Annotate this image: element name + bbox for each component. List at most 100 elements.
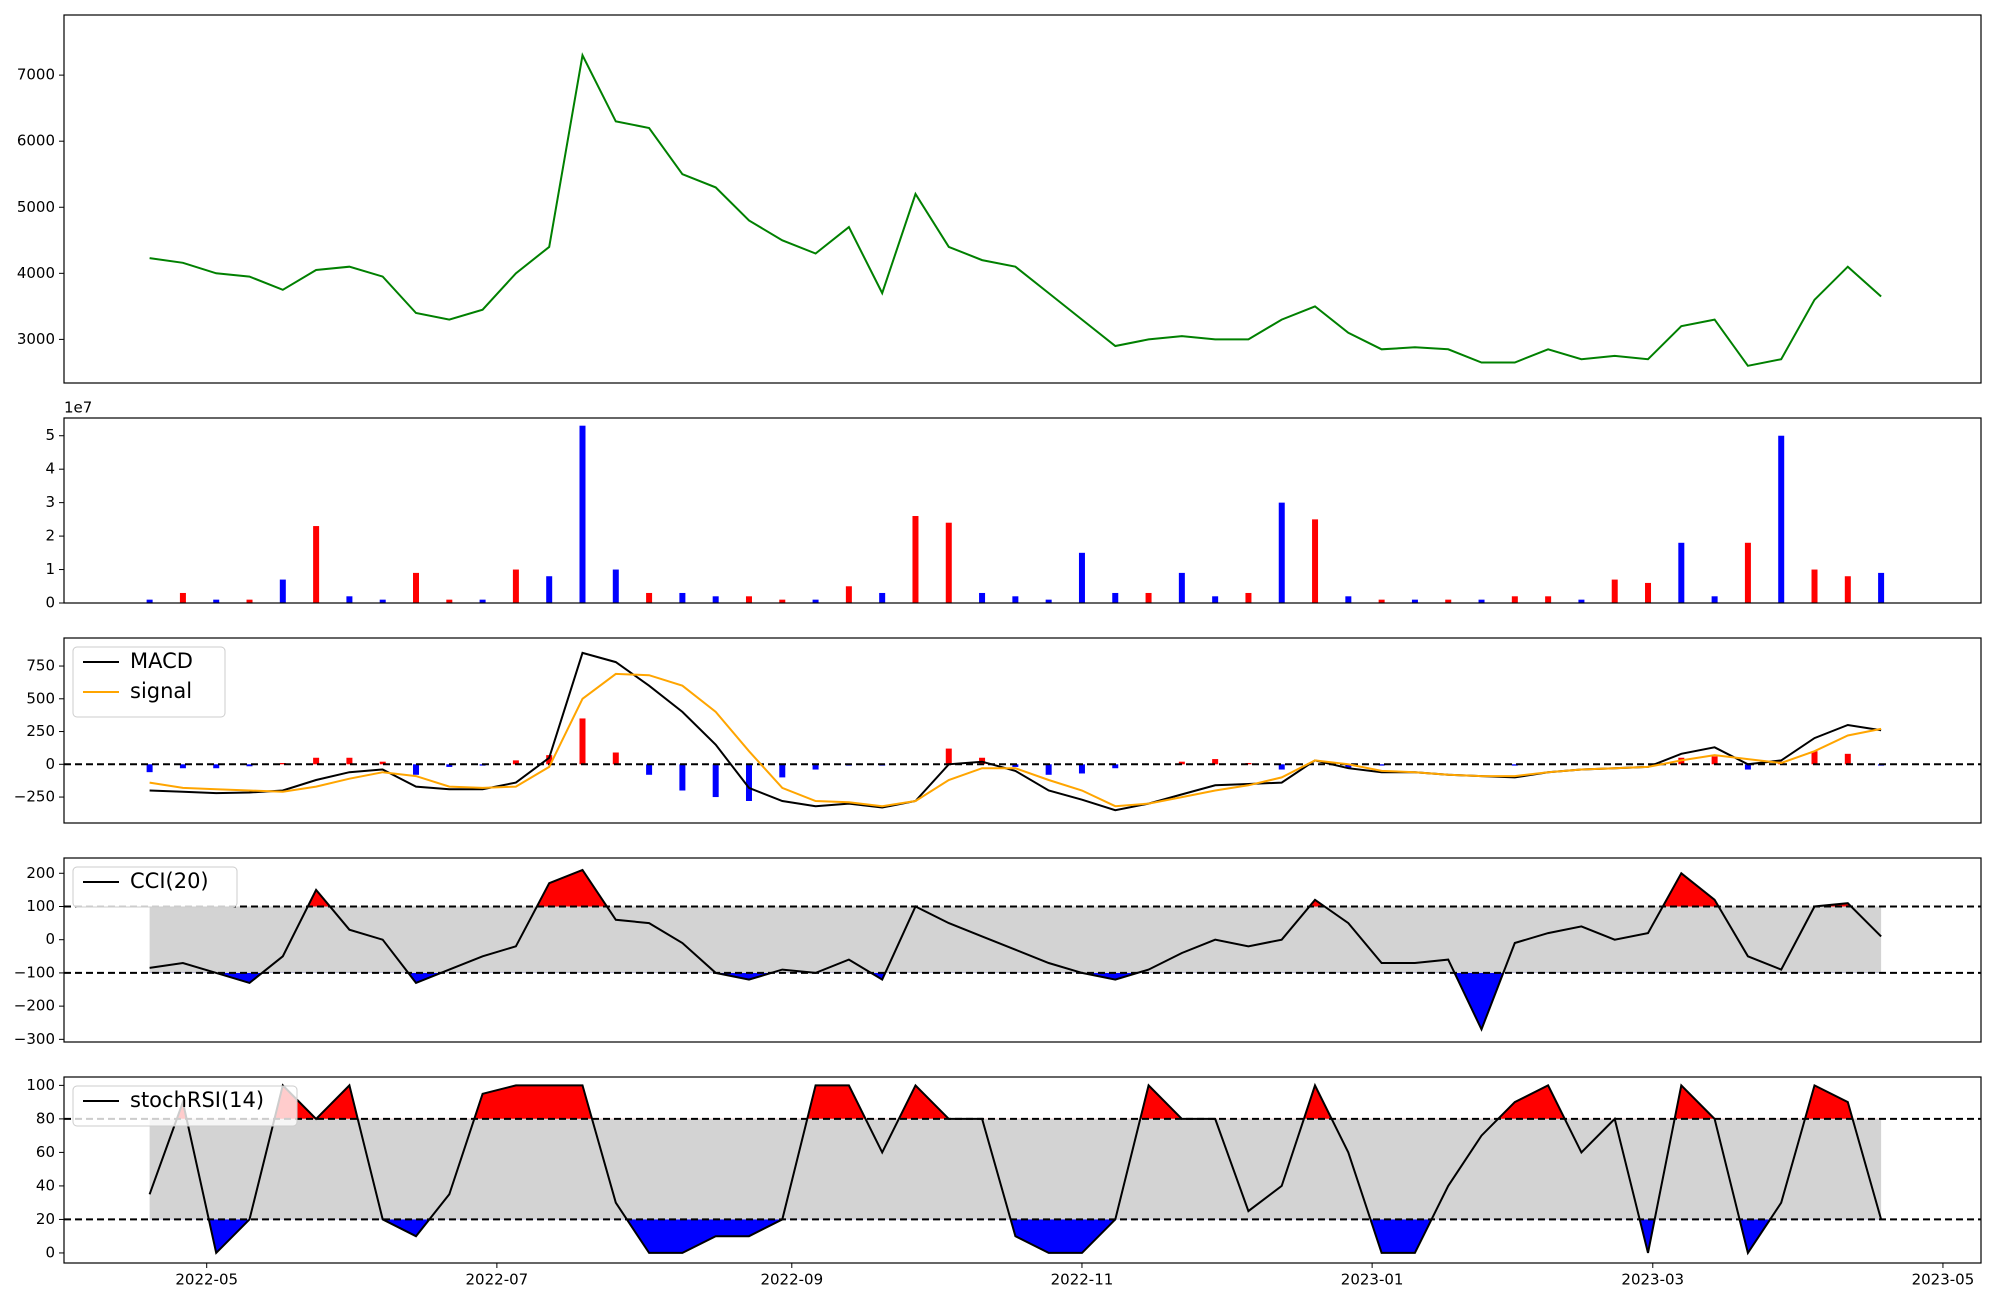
histogram-bar <box>1212 759 1219 765</box>
volume-bar <box>1545 596 1552 603</box>
y-tick-label: 750 <box>26 657 55 675</box>
volume-bar <box>479 599 486 603</box>
volume-bar <box>179 592 186 603</box>
histogram-bar <box>1345 764 1352 769</box>
volume-bar <box>346 596 353 603</box>
volume-bar <box>1312 519 1319 603</box>
histogram-bar <box>1045 764 1052 775</box>
x-tick-label: 2023-05 <box>1912 1271 1975 1289</box>
histogram-bar <box>1511 764 1518 766</box>
y-tick-label: 250 <box>26 722 55 740</box>
volume-bar <box>1744 542 1751 603</box>
x-tick-label: 2023-03 <box>1621 1271 1684 1289</box>
volume-bar <box>1278 502 1285 603</box>
panel: −250 0 250 500 750 MACD signal <box>14 637 1982 824</box>
y-tick-label: 7000 <box>17 66 55 84</box>
legend-label: signal <box>130 679 192 703</box>
volume-bar <box>379 599 386 603</box>
series-line <box>149 672 1882 808</box>
volume-bar <box>1078 552 1085 603</box>
y-tick-label: 500 <box>26 689 55 707</box>
y-tick-label: 0 <box>45 755 55 773</box>
histogram-bar <box>1744 764 1751 770</box>
volume-bar <box>1178 572 1185 603</box>
histogram-bar <box>313 757 320 765</box>
volume-bar <box>1045 599 1052 603</box>
y-tick-label: 0 <box>45 930 55 948</box>
legend-label: stochRSI(14) <box>130 1088 264 1112</box>
histogram-bar <box>1112 764 1119 769</box>
y-tick-label: −300 <box>14 1030 55 1048</box>
y-tick-label: 6000 <box>17 132 55 150</box>
y-tick-label: 5 <box>45 426 55 444</box>
panel: −300 −200 −100 0 100 200 CCI(20) <box>14 857 1982 1048</box>
histogram-bar <box>146 764 153 773</box>
volume-bar <box>612 569 619 603</box>
plot-frame <box>63 637 1982 824</box>
histogram-bar <box>1378 764 1385 766</box>
histogram-bar <box>679 764 686 791</box>
histogram-bar <box>1245 762 1252 765</box>
y-tick-label: 100 <box>26 1076 55 1094</box>
y-tick-label: 0 <box>45 594 55 612</box>
volume-bar <box>1145 592 1152 603</box>
volume-bar <box>1411 599 1418 603</box>
histogram-bar <box>246 764 253 767</box>
y-tick-label: 4000 <box>17 264 55 282</box>
histogram-bar <box>546 755 553 765</box>
panel: 3000 4000 5000 6000 7000 <box>17 14 1982 384</box>
volume-bar <box>879 592 886 603</box>
histogram-bar <box>1844 753 1851 765</box>
offset-label: 1e7 <box>64 399 92 417</box>
histogram-bar <box>1811 751 1818 765</box>
volume-bar <box>1878 572 1885 603</box>
volume-bar <box>246 599 253 603</box>
histogram-bar <box>1078 764 1085 774</box>
volume-bar <box>1112 592 1119 603</box>
y-tick-label: 100 <box>26 897 55 915</box>
neutral-band <box>149 1118 1882 1220</box>
legend-label: MACD <box>130 649 193 673</box>
volume-bar <box>213 599 220 603</box>
histogram-bar <box>512 760 519 765</box>
histogram-bar <box>945 748 952 765</box>
volume-bar <box>1245 592 1252 603</box>
y-tick-label: 0 <box>45 1243 55 1261</box>
histogram-bar <box>279 762 286 765</box>
y-tick-label: 5000 <box>17 198 55 216</box>
volume-bar <box>1645 582 1652 603</box>
y-tick-label: 200 <box>26 864 55 882</box>
volume-bar <box>1478 599 1485 603</box>
volume-bar <box>1611 579 1618 603</box>
histogram-bar <box>579 718 586 765</box>
y-tick-label: 1 <box>45 560 55 578</box>
y-tick-label: 2 <box>45 527 55 545</box>
volume-bar <box>1212 596 1219 603</box>
y-tick-label: 20 <box>36 1210 55 1228</box>
y-tick-label: −200 <box>14 997 55 1015</box>
plot-frame <box>63 1076 1982 1264</box>
plot-frame <box>63 14 1982 384</box>
volume-bar <box>1578 599 1585 603</box>
overbought-fill <box>307 870 1852 907</box>
volume-bar <box>446 599 453 603</box>
histogram-bar <box>1278 764 1285 770</box>
legend-label: CCI(20) <box>130 869 209 893</box>
volume-bar <box>679 592 686 603</box>
histogram-bar <box>1178 761 1185 765</box>
volume-bar <box>279 579 286 603</box>
y-tick-label: 3000 <box>17 330 55 348</box>
volume-bar <box>1678 542 1685 603</box>
x-tick-label: 2022-11 <box>1051 1271 1114 1289</box>
volume-bar <box>1012 596 1019 603</box>
volume-bar <box>1778 435 1785 603</box>
histogram-bar <box>413 764 420 775</box>
volume-bar <box>1811 569 1818 603</box>
series-line <box>149 868 1882 1032</box>
y-tick-label: 40 <box>36 1176 55 1194</box>
panel: 0 20 40 60 80 100 stochRSI(14) 2022-05 2022-07 20… <box>26 1076 1982 1289</box>
volume-bar <box>779 599 786 603</box>
volume-bar <box>712 596 719 603</box>
volume-bar <box>945 522 952 603</box>
